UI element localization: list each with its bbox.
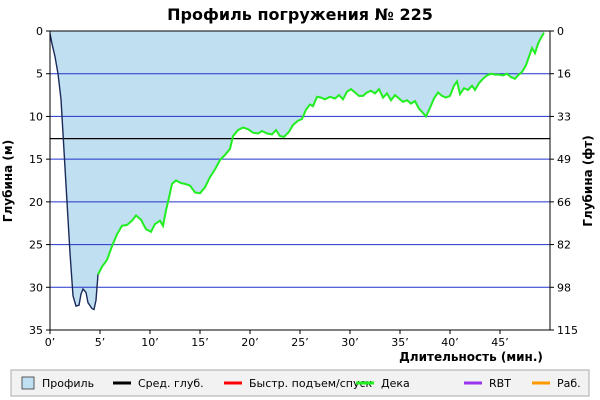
y-axis-label-right: Глубина (фт) — [581, 135, 595, 226]
y-right-tick-label-4: 66 — [557, 196, 571, 209]
y-right-tick-label-2: 33 — [557, 110, 571, 123]
x-tick-label-9: 45’ — [491, 336, 509, 349]
y-axis-label-left: Глубина (м) — [1, 140, 15, 222]
x-tick-label-1: 5’ — [95, 336, 106, 349]
profile-area — [50, 31, 544, 310]
legend-label-3: Дека — [381, 377, 410, 390]
x-tick-label-7: 35’ — [391, 336, 409, 349]
legend-label-0: Профиль — [42, 377, 94, 390]
legend-swatch-0 — [21, 376, 35, 390]
y-right-tick-label-3: 49 — [557, 153, 571, 166]
y-left-tick-label-7: 35 — [29, 324, 43, 337]
y-left-tick-label-6: 30 — [29, 281, 43, 294]
y-right-tick-label-6: 98 — [557, 281, 571, 294]
y-right-tick-label-0: 0 — [557, 25, 564, 38]
y-left-tick-label-0: 0 — [36, 25, 43, 38]
deco-line — [97, 32, 545, 275]
x-tick-label-2: 10’ — [141, 336, 159, 349]
x-tick-label-6: 30’ — [341, 336, 359, 349]
tick-labels: 0’ 5’ 10’ 15’ 20’ 25’ 30’ 35’ 40’ 45’ 0 5 10 15 20 25 30… — [29, 25, 578, 349]
y-left-tick-label-4: 20 — [29, 196, 43, 209]
y-left-tick-label-3: 15 — [29, 153, 43, 166]
y-left-tick-label-5: 25 — [29, 239, 43, 252]
y-right-tick-label-5: 82 — [557, 239, 571, 252]
x-tick-label-0: 0’ — [45, 336, 56, 349]
x-tick-label-8: 40’ — [441, 336, 459, 349]
y-left-tick-label-2: 10 — [29, 110, 43, 123]
x-axis-label: Длительность (мин.) — [399, 350, 543, 364]
legend-label-2: Быстр. подъем/спуск — [249, 377, 373, 390]
y-right-tick-label-1: 16 — [557, 68, 571, 81]
x-tick-label-4: 20’ — [241, 336, 259, 349]
legend-label-4: RBT — [489, 377, 511, 390]
chart-title: Профиль погружения № 225 — [167, 5, 433, 24]
legend-box — [10, 369, 590, 397]
legend-label-5: Раб. — [557, 377, 581, 390]
y-right-tick-label-7: 115 — [557, 324, 578, 337]
y-left-tick-label-1: 5 — [36, 68, 43, 81]
x-tick-label-5: 25’ — [291, 336, 309, 349]
legend-label-1: Сред. глуб. — [138, 377, 204, 390]
legend: Профиль Сред. глуб. Быстр. подъем/спуск Дек… — [10, 369, 590, 397]
x-tick-label-3: 15’ — [191, 336, 209, 349]
